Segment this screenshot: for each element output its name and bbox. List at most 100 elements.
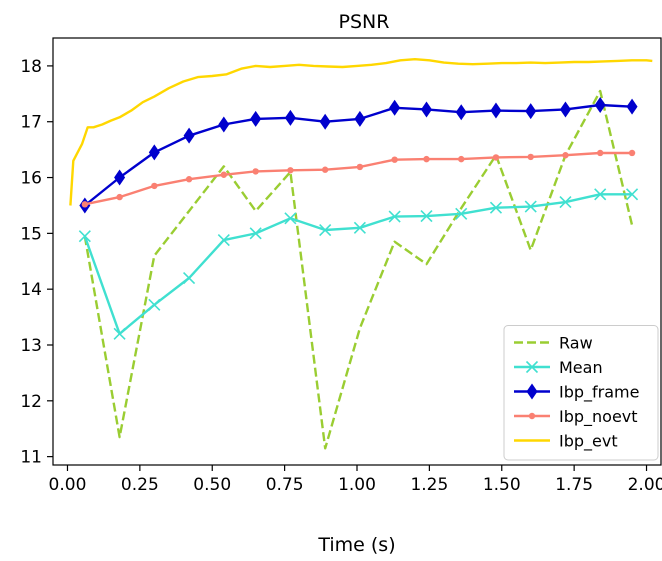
marker-x (353, 221, 366, 234)
marker-x-stroke (388, 210, 401, 223)
marker-dot (185, 176, 193, 183)
marker-dot (423, 155, 430, 163)
legend-entry: Ibp_frame (514, 383, 639, 403)
marker-diamond (594, 96, 606, 113)
series-ibp_frame (79, 96, 638, 214)
marker-diamond (218, 116, 230, 133)
marker-dot (81, 201, 89, 208)
marker-x-stroke (525, 360, 539, 374)
marker-x (284, 212, 297, 225)
marker-x (420, 209, 433, 223)
marker-diamond (389, 99, 401, 116)
marker-dot (321, 166, 329, 173)
marker-diamond (284, 109, 296, 126)
series-line (83, 89, 634, 450)
marker-diamond (354, 110, 366, 127)
marker-diamond (559, 101, 571, 118)
marker-diamond (114, 169, 126, 186)
marker-dot (287, 167, 294, 174)
series-line (83, 193, 632, 335)
marker-x (455, 207, 468, 220)
marker-x-stroke (594, 188, 607, 201)
x-tick-label: 1.25 (410, 475, 448, 495)
marker-x-stroke (420, 209, 433, 223)
x-tick-label: 0.25 (121, 475, 159, 495)
legend-entry: Raw (514, 334, 593, 353)
marker-diamond (420, 101, 432, 118)
marker-x-stroke (319, 223, 332, 237)
y-tick-label: 15 (20, 224, 42, 244)
marker-x-stroke (183, 271, 196, 285)
marker-dot (597, 149, 604, 157)
axes: 0.00 0.25 0.50 0.75 1.00 1.25 1.50 1.75 2.00 11 12… (20, 57, 662, 495)
legend-label: Ibp_frame (559, 383, 639, 403)
marker-dot (356, 163, 364, 171)
legend-entry: Ibp_noevt (514, 407, 638, 427)
legend-label: Ibp_noevt (559, 407, 638, 427)
marker-x (249, 227, 262, 240)
marker-dot (628, 149, 636, 157)
marker-x (78, 230, 91, 243)
marker-x-stroke (217, 233, 230, 247)
marker-diamond (526, 383, 538, 400)
y-tick-label: 18 (20, 57, 42, 77)
x-tick-label: 1.50 (483, 475, 521, 495)
y-tick-label: 14 (20, 280, 42, 300)
y-tick-label: 12 (20, 392, 42, 412)
marker-dot (116, 193, 123, 201)
marker-x (625, 188, 639, 201)
series-ibp_evt (69, 58, 653, 206)
legend: Raw Mean Ibp_frame Ibp_noevt Ibp_evt (503, 325, 659, 461)
y-tick-label: 17 (20, 113, 42, 133)
chart-title: PSNR (339, 11, 390, 33)
marker-diamond (490, 102, 502, 119)
marker-x (388, 210, 401, 223)
marker-x (559, 196, 572, 209)
series-mean (78, 188, 639, 340)
marker-x-stroke (78, 230, 91, 243)
legend-entry: Ibp_evt (514, 432, 618, 452)
marker-x-stroke (148, 298, 161, 311)
y-tick-label: 16 (20, 169, 42, 189)
marker-dot (252, 168, 259, 175)
marker-dot (220, 171, 228, 178)
marker-diamond (250, 110, 262, 127)
marker-diamond (148, 144, 160, 161)
marker-diamond (525, 103, 537, 120)
marker-x-stroke (353, 221, 366, 234)
x-tick-label: 1.00 (338, 475, 376, 495)
marker-x (148, 298, 161, 311)
x-axis-title: Time (s) (317, 534, 395, 556)
marker-x (217, 233, 230, 247)
marker-dot (151, 182, 158, 190)
marker-x-stroke (559, 196, 572, 209)
marker-diamond (183, 127, 195, 144)
marker-x-stroke (489, 201, 503, 214)
marker-x-stroke (284, 212, 297, 225)
series-raw (83, 89, 634, 450)
marker-x (525, 360, 539, 374)
marker-x (594, 188, 607, 201)
x-tick-label: 2.00 (628, 475, 662, 495)
marker-diamond (626, 98, 638, 115)
legend-label: Mean (559, 358, 603, 377)
marker-dot (562, 152, 569, 159)
marker-dot (391, 156, 398, 163)
x-tick-label: 0.00 (49, 475, 87, 495)
marker-x-stroke (113, 327, 126, 340)
legend-box (503, 325, 659, 461)
marker-x-stroke (249, 227, 262, 240)
x-tick-label: 0.75 (266, 475, 304, 495)
marker-x-stroke (524, 200, 537, 213)
plot-area (69, 58, 653, 450)
series-line (69, 58, 653, 206)
marker-x (319, 223, 332, 237)
marker-x (183, 271, 196, 285)
marker-dot (492, 154, 500, 161)
y-tick-label: 13 (20, 336, 42, 356)
legend-entry: Mean (514, 358, 603, 377)
series-ibp_noevt (81, 149, 636, 208)
y-tick-label: 11 (20, 448, 42, 468)
marker-x-stroke (625, 188, 639, 201)
marker-x-stroke (455, 207, 468, 220)
